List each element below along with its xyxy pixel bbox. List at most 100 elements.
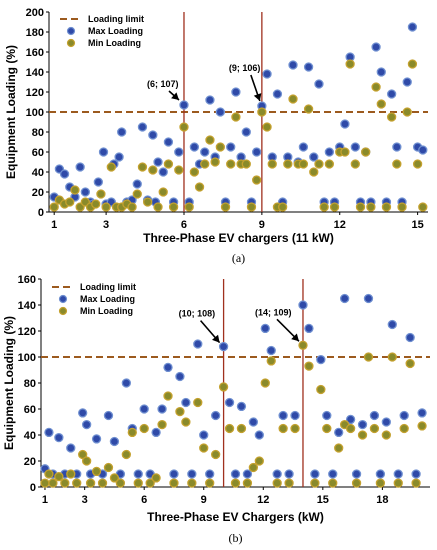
y-tick-label: 140 [26, 67, 44, 79]
max-loading-point [322, 410, 332, 421]
x-tick-label: 9 [259, 219, 265, 231]
min-loading-point [252, 175, 262, 185]
max-loading-point [205, 95, 215, 105]
min-loading-point [366, 202, 376, 212]
min-loading-point [148, 165, 158, 175]
max-loading-point [153, 157, 163, 167]
min-loading-point [355, 202, 366, 212]
min-loading-point [65, 197, 75, 207]
max-loading-point [316, 354, 326, 365]
min-loading-point [115, 478, 126, 488]
min-loading-point [96, 189, 106, 199]
min-loading-point [121, 449, 131, 460]
min-loading-point [151, 473, 161, 483]
min-loading-point [163, 391, 173, 401]
min-loading-point [345, 423, 356, 434]
max-loading-point [387, 319, 397, 330]
min-loading-point [175, 406, 185, 417]
max-loading-point [54, 432, 64, 443]
min-loading-point [298, 159, 309, 169]
max-loading-point [241, 127, 251, 137]
min-loading-point [137, 162, 148, 172]
max-loading-point [334, 427, 344, 438]
min-loading-point [397, 202, 407, 212]
max-loading-point [163, 137, 174, 147]
x-axis-label: Three-Phase EV Chargers (kW) [147, 510, 324, 524]
min-loading-point [168, 202, 179, 212]
max-loading-point [309, 152, 319, 162]
max-loading-point [418, 145, 428, 155]
y-tick-label: 100 [26, 107, 44, 119]
max-loading-point [78, 408, 88, 418]
x-tick-label: 9 [201, 494, 207, 506]
max-loading-point [411, 469, 421, 479]
min-loading-point [392, 159, 402, 169]
min-loading-point [199, 443, 209, 453]
max-loading-point [340, 119, 350, 129]
min-loading-point [242, 478, 253, 488]
min-loading-point [220, 202, 231, 212]
y-tick-label: 60 [32, 147, 44, 159]
max-loading-point [226, 142, 236, 152]
max-loading-point [91, 434, 102, 444]
x-tick-label: 15 [317, 494, 329, 506]
legend-label: Max Loading [80, 294, 135, 304]
max-loading-point [215, 107, 225, 117]
min-loading-point [184, 202, 194, 212]
min-loading-point [169, 478, 179, 488]
min-loading-point [407, 59, 418, 69]
max-loading-point [109, 436, 120, 447]
legend-label: Max Loading [88, 26, 143, 36]
legend-label: Loading limit [88, 14, 144, 24]
min-loading-point [215, 142, 225, 152]
annotation-label: (10; 108) [179, 309, 216, 319]
max-loading-point [272, 89, 283, 99]
y-tick-label: 40 [24, 430, 36, 442]
y-axis-label: Equipment Loading (%) [4, 45, 18, 179]
min-loading-point [193, 397, 203, 408]
max-loading-point [298, 300, 308, 310]
min-loading-point [283, 159, 293, 169]
min-loading-point [298, 340, 308, 350]
legend: Loading limit Max Loading Min Loading [52, 282, 136, 316]
max-loading-point [236, 401, 247, 412]
min-loading-point [322, 423, 332, 434]
max-loading-point [157, 404, 167, 414]
x-tick-label: 12 [257, 494, 269, 506]
max-loading-point [252, 147, 262, 157]
max-loading-point [158, 167, 168, 177]
annotation-arrowhead [171, 92, 179, 100]
max-loading-point [387, 89, 397, 99]
min-loading-point [334, 443, 344, 453]
x-tick-label: 3 [82, 494, 88, 506]
max-loading-point [345, 414, 356, 425]
y-tick-label: 20 [32, 187, 44, 199]
min-loading-point [158, 187, 168, 197]
min-loading-point [272, 478, 282, 488]
min-loading-point [241, 159, 251, 169]
max-loading-point [139, 404, 149, 414]
legend-swatch [58, 294, 68, 304]
min-loading-point [328, 478, 338, 488]
min-loading-point [393, 478, 403, 488]
max-loading-point [211, 410, 221, 421]
min-loading-point [277, 202, 288, 212]
y-axis-label: Equipment Loading (%) [2, 316, 16, 450]
y-tick-label: 180 [26, 27, 44, 39]
min-loading-point [369, 423, 380, 434]
max-loading-point [375, 469, 386, 479]
y-tick-label: 80 [32, 127, 44, 139]
min-loading-point [48, 478, 58, 488]
max-loading-point [179, 100, 189, 110]
chart-panel-b: 0 20 40 60 80 100 120 140 160 1 3 6 9 12 15 18 Three-Pha… [2, 274, 430, 545]
y-tick-label: 100 [18, 352, 36, 364]
max-loading-point [324, 147, 335, 157]
x-tick-label: 1 [51, 219, 57, 231]
min-loading-point [288, 94, 298, 104]
min-loading-point [411, 478, 421, 488]
annotation-arrowhead [253, 93, 262, 101]
min-loading-point [44, 469, 54, 479]
min-loading-point [267, 159, 277, 169]
max-loading-point [393, 469, 403, 479]
